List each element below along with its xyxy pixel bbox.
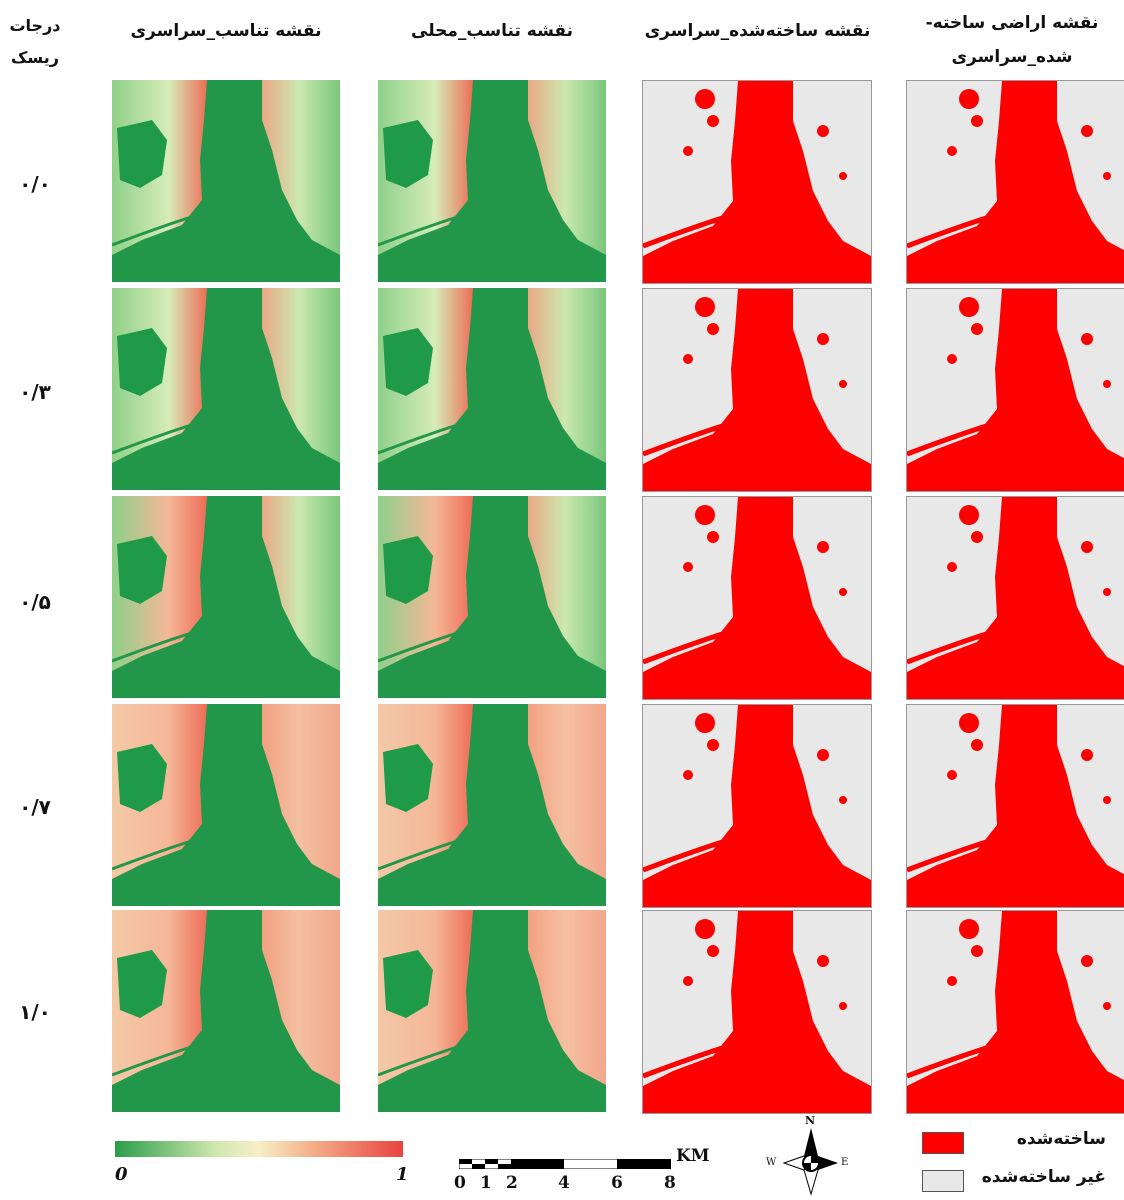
scale-tick-label: 2 <box>506 1173 518 1193</box>
built-global-map <box>642 288 872 492</box>
scale-tick-label: 4 <box>558 1173 570 1193</box>
north-arrow-icon <box>766 1118 856 1196</box>
risk-level-label: ۱/۰ <box>19 1000 51 1024</box>
built-land-global-map <box>906 704 1124 908</box>
global-suitability-map <box>112 80 340 282</box>
global-suitability-map <box>112 288 340 490</box>
legend-built-label: ساخته‌شده <box>1016 1129 1106 1149</box>
west-label: W <box>766 1157 777 1168</box>
built-land-global-map <box>906 80 1124 284</box>
ramp-max-label: 1 <box>396 1164 409 1185</box>
scale-tick-label: 0 <box>454 1173 466 1193</box>
global-suitability-header: نقشه تناسب_سراسری <box>130 21 322 41</box>
scale-tick-label: 8 <box>664 1173 676 1193</box>
global-suitability-map <box>112 704 340 906</box>
scale-bar <box>458 1154 672 1170</box>
built-land-global-map <box>906 910 1124 1114</box>
local-suitability-map <box>378 288 606 490</box>
risk-level-label: ۰/۰ <box>19 172 51 196</box>
built-global-header: نقشه ساخته‌شده_سراسری <box>644 21 871 41</box>
scale-tick-label: 1 <box>480 1173 492 1193</box>
risk-level-label: ۰/۵ <box>19 590 51 614</box>
color-ramp <box>115 1141 403 1157</box>
built-global-map <box>642 910 872 1114</box>
local-suitability-header: نقشه تناسب_محلی <box>411 21 573 41</box>
north-label: N <box>805 1114 816 1127</box>
local-suitability-map <box>378 910 606 1112</box>
local-suitability-map <box>378 496 606 698</box>
built-global-map <box>642 496 872 700</box>
built-land-global-map <box>906 288 1124 492</box>
scale-unit: KM <box>676 1146 710 1166</box>
east-label: E <box>841 1157 849 1168</box>
scale-tick-label: 6 <box>611 1173 623 1193</box>
global-suitability-map <box>112 910 340 1112</box>
legend-built-swatch <box>922 1132 964 1154</box>
risk-level-label: ۰/۳ <box>19 380 51 404</box>
built-land-global-map <box>906 496 1124 700</box>
local-suitability-map <box>378 80 606 282</box>
legend-not-built-label: غیر ساخته‌شده <box>981 1167 1106 1187</box>
risk-levels-header: درجات ریسک <box>9 16 61 67</box>
built-land-global-header: نقشه اراضی ساخته-شده_سراسری <box>925 13 1099 67</box>
legend-not-built-swatch <box>922 1170 964 1192</box>
built-global-map <box>642 80 872 284</box>
ramp-min-label: 0 <box>115 1164 128 1185</box>
local-suitability-map <box>378 704 606 906</box>
built-global-map <box>642 704 872 908</box>
risk-level-label: ۰/۷ <box>19 795 51 819</box>
global-suitability-map <box>112 496 340 698</box>
